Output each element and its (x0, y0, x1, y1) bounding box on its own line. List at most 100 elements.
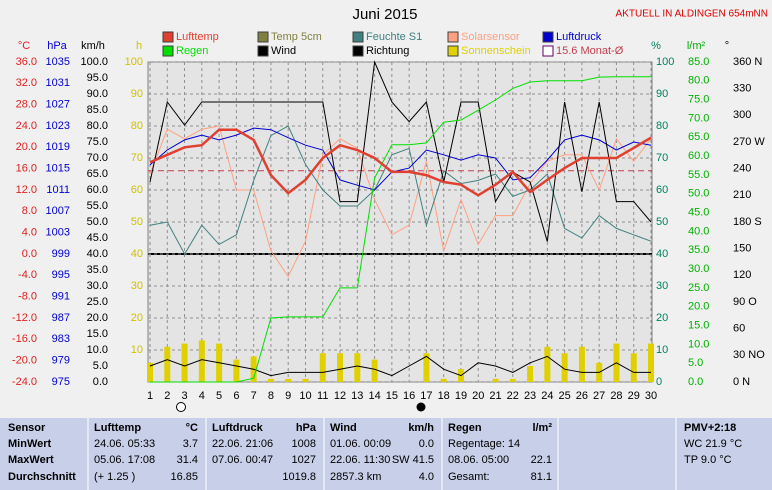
axis-label: km/h (81, 40, 105, 52)
tick-label: -8.0 (18, 291, 37, 303)
tick-label: 65.0 (688, 131, 709, 143)
tick-label: 30.0 (87, 280, 108, 292)
axis-label: % (651, 40, 661, 52)
cell-left: 24.06. 05:33 (94, 438, 155, 450)
tick-label: 75.0 (87, 136, 108, 148)
tick-label: 60 (131, 184, 143, 196)
tick-label: 300 (733, 109, 751, 121)
x-tick-label: 13 (351, 390, 363, 402)
legend-label: Feuchte S1 (366, 31, 422, 43)
x-tick-label: 24 (541, 390, 553, 402)
cell-right: 31.4 (177, 454, 198, 466)
tick-label: 30 NO (733, 349, 765, 361)
x-tick-label: 16 (403, 390, 415, 402)
x-tick-label: 1 (147, 390, 153, 402)
x-tick-label: 6 (233, 390, 239, 402)
side-info: WC 21.9 °C (684, 438, 742, 450)
tick-label: 80 (656, 120, 668, 132)
x-tick-label: 25 (558, 390, 570, 402)
cell-right: 1019.8 (282, 471, 316, 483)
tick-label: 16.0 (16, 163, 37, 175)
bar (527, 366, 534, 382)
x-tick-label: 15 (386, 390, 398, 402)
x-tick-label: 10 (299, 390, 311, 402)
tick-label: 45.0 (688, 206, 709, 218)
legend-swatch (257, 31, 269, 43)
line-series (150, 76, 651, 383)
cell-left: 22.06. 11:30 (330, 454, 390, 466)
tick-label: 270 W (733, 136, 765, 148)
x-tick-label: 14 (368, 390, 380, 402)
tick-label: 40 (131, 248, 143, 260)
tick-label: 70.0 (688, 112, 709, 124)
legend-label: 15.6 Monat-Ø (556, 45, 624, 57)
tick-label: 65.0 (87, 168, 108, 180)
x-tick-label: 5 (216, 390, 222, 402)
tick-label: 20 (656, 312, 668, 324)
tick-label: 1011 (46, 184, 70, 196)
cell-right: 0.0 (419, 438, 434, 450)
bar (509, 378, 516, 382)
cell-right: 1008 (292, 438, 316, 450)
line-series (149, 125, 652, 256)
bar (302, 378, 309, 382)
axis-label: ° (725, 40, 729, 52)
row-label: MinWert (8, 438, 52, 450)
line-series (149, 355, 651, 377)
tick-label: 210 (733, 189, 751, 201)
legend-label: Solarsensor (461, 31, 520, 43)
legend-swatch (447, 45, 459, 57)
tick-label: 0.0 (93, 376, 108, 388)
tick-label: 24.0 (16, 120, 37, 132)
x-tick-label: 17 (420, 390, 432, 402)
legend-swatch (352, 31, 364, 43)
x-tick-label: 22 (507, 390, 519, 402)
cell-right: 3.7 (183, 438, 198, 450)
x-tick-label: 12 (334, 390, 346, 402)
x-tick-label: 29 (628, 390, 640, 402)
tick-label: 90.0 (87, 88, 108, 100)
tick-label: 60.0 (87, 184, 108, 196)
tick-label: 240 (733, 163, 751, 175)
tick-label: 120 (733, 269, 751, 281)
x-tick-label: 7 (251, 390, 257, 402)
stats-panel (0, 418, 772, 490)
tick-label: 1035 (46, 56, 70, 68)
tick-label: 25.0 (688, 282, 709, 294)
tick-label: 30.0 (688, 263, 709, 275)
cell-right: 1027 (292, 454, 316, 466)
row-label: Durchschnitt (8, 471, 76, 483)
legend-label: Lufttemp (176, 31, 219, 43)
bar (578, 346, 585, 382)
tick-label: 50 (656, 216, 668, 228)
x-tick-label: 2 (164, 390, 170, 402)
tick-label: 987 (52, 312, 70, 324)
cell-left: 07.06. 00:47 (212, 454, 273, 466)
axis-label: °C (18, 40, 30, 52)
cell-left: Regentage: 14 (448, 438, 520, 450)
tick-label: 983 (52, 333, 70, 345)
cell-right: SW 41.5 (392, 454, 434, 466)
tick-label: 55.0 (688, 169, 709, 181)
column-title: Wind (330, 422, 357, 434)
tick-label: 999 (52, 248, 70, 260)
bar (630, 353, 637, 382)
x-tick-label: 28 (610, 390, 622, 402)
tick-label: 70 (656, 152, 668, 164)
tick-label: 60.0 (688, 150, 709, 162)
tick-label: 30 (131, 280, 143, 292)
tick-label: 50.0 (688, 188, 709, 200)
tick-label: 36.0 (16, 56, 37, 68)
tick-label: 180 S (733, 216, 762, 228)
column-title: Luftdruck (212, 422, 264, 434)
tick-label: 35.0 (688, 244, 709, 256)
row-label: MaxWert (8, 454, 54, 466)
tick-label: 5.0 (93, 360, 108, 372)
tick-label: 70.0 (87, 152, 108, 164)
axis-label: l/m² (687, 40, 706, 52)
tick-label: 20 (131, 312, 143, 324)
tick-label: 90 O (733, 296, 757, 308)
bar (440, 378, 447, 382)
tick-label: 35.0 (87, 264, 108, 276)
tick-label: 30 (656, 280, 668, 292)
